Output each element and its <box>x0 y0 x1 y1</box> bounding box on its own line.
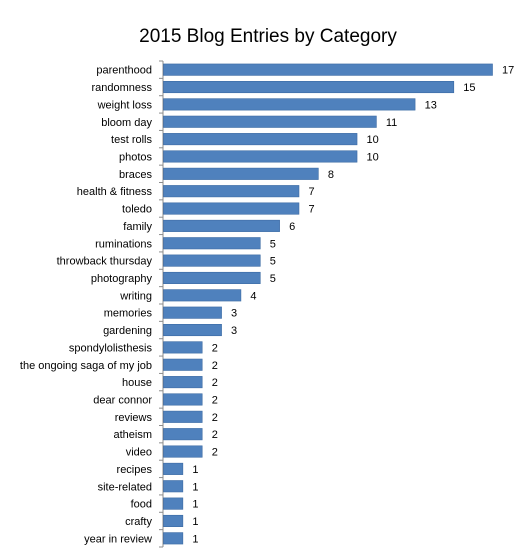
value-label-health-fitness: 7 <box>308 186 314 198</box>
value-label-food: 1 <box>192 499 198 511</box>
value-label-bloom-day: 11 <box>386 117 397 129</box>
category-label-spondylolisthesis: spondylolisthesis <box>69 342 153 354</box>
category-label-gardening: gardening <box>103 325 152 337</box>
value-label-photography: 5 <box>270 273 276 285</box>
bar-toledo <box>163 202 300 215</box>
bar-braces <box>163 167 319 180</box>
chart-title: 2015 Blog Entries by Category <box>139 26 397 47</box>
bar-bloom-day <box>163 115 377 128</box>
bar-year-in-review <box>163 532 184 545</box>
value-label-the-ongoing-saga-of-my-job: 2 <box>212 360 218 372</box>
category-label-health-fitness: health & fitness <box>77 186 153 198</box>
value-label-reviews: 2 <box>212 412 218 424</box>
category-label-site-related: site-related <box>98 481 152 493</box>
category-label-toledo: toledo <box>122 204 152 216</box>
category-label-recipes: recipes <box>117 464 153 476</box>
value-label-throwback-thursday: 5 <box>270 256 276 268</box>
category-label-throwback-thursday: throwback thursday <box>57 256 153 268</box>
category-axis-ticks <box>159 60 163 548</box>
category-label-memories: memories <box>104 308 153 320</box>
value-label-test-rolls: 10 <box>367 134 379 146</box>
value-label-writing: 4 <box>250 290 256 302</box>
value-label-site-related: 1 <box>192 481 198 493</box>
category-label-parenthood: parenthood <box>96 65 152 77</box>
category-label-bloom-day: bloom day <box>101 117 152 129</box>
value-label-crafty: 1 <box>192 516 198 528</box>
bar-randomness <box>163 81 455 94</box>
bar-atheism <box>163 428 203 441</box>
bar-the-ongoing-saga-of-my-job <box>163 358 203 371</box>
bar-food <box>163 497 184 510</box>
bar-test-rolls <box>163 133 358 146</box>
value-label-family: 6 <box>289 221 295 233</box>
category-label-writing: writing <box>119 290 152 302</box>
bar-family <box>163 219 280 232</box>
category-label-dear-connor: dear connor <box>93 394 152 406</box>
value-label-spondylolisthesis: 2 <box>212 342 218 354</box>
value-label-parenthood: 17 <box>502 65 514 77</box>
value-label-house: 2 <box>212 377 218 389</box>
bar-weight-loss <box>163 98 416 111</box>
category-label-test-rolls: test rolls <box>111 134 152 146</box>
bar-throwback-thursday <box>163 254 261 267</box>
bar-writing <box>163 289 242 302</box>
category-label-photos: photos <box>119 151 153 163</box>
bar-gardening <box>163 324 222 337</box>
category-label-video: video <box>126 447 152 459</box>
category-label-year-in-review: year in review <box>84 533 152 545</box>
bar-ruminations <box>163 237 261 250</box>
category-label-the-ongoing-saga-of-my-job: the ongoing saga of my job <box>20 360 152 372</box>
value-label-photos: 10 <box>367 151 379 163</box>
category-label-weight-loss: weight loss <box>97 99 153 111</box>
value-label-recipes: 1 <box>192 464 198 476</box>
value-label-memories: 3 <box>231 308 237 320</box>
bar-dear-connor <box>163 393 203 406</box>
category-labels: parenthood randomness weight loss bloom day… <box>20 65 153 546</box>
bar-video <box>163 445 203 458</box>
bar-memories <box>163 306 222 319</box>
bar-parenthood <box>163 63 493 76</box>
bar-reviews <box>163 410 203 423</box>
value-label-braces: 8 <box>328 169 334 181</box>
bar-series <box>163 63 493 545</box>
category-label-ruminations: ruminations <box>95 238 152 250</box>
value-label-weight-loss: 13 <box>425 99 437 111</box>
value-label-dear-connor: 2 <box>212 394 218 406</box>
bar-house <box>163 376 203 389</box>
bar-recipes <box>163 462 184 475</box>
category-label-atheism: atheism <box>113 429 152 441</box>
bar-health-fitness <box>163 185 300 198</box>
bar-crafty <box>163 514 184 527</box>
value-label-ruminations: 5 <box>270 238 276 250</box>
category-label-crafty: crafty <box>125 516 152 528</box>
bar-photography <box>163 271 261 284</box>
category-label-food: food <box>131 499 152 511</box>
category-label-randomness: randomness <box>91 82 152 94</box>
value-label-atheism: 2 <box>212 429 218 441</box>
category-label-house: house <box>122 377 152 389</box>
value-label-year-in-review: 1 <box>192 533 198 545</box>
bar-spondylolisthesis <box>163 341 203 354</box>
value-label-randomness: 15 <box>463 82 475 94</box>
category-label-family: family <box>123 221 152 233</box>
value-label-gardening: 3 <box>231 325 237 337</box>
category-label-braces: braces <box>119 169 153 181</box>
value-label-video: 2 <box>212 447 218 459</box>
bar-site-related <box>163 480 184 493</box>
category-label-reviews: reviews <box>115 412 153 424</box>
value-label-toledo: 7 <box>308 204 314 216</box>
bar-photos <box>163 150 358 163</box>
category-label-photography: photography <box>91 273 153 285</box>
